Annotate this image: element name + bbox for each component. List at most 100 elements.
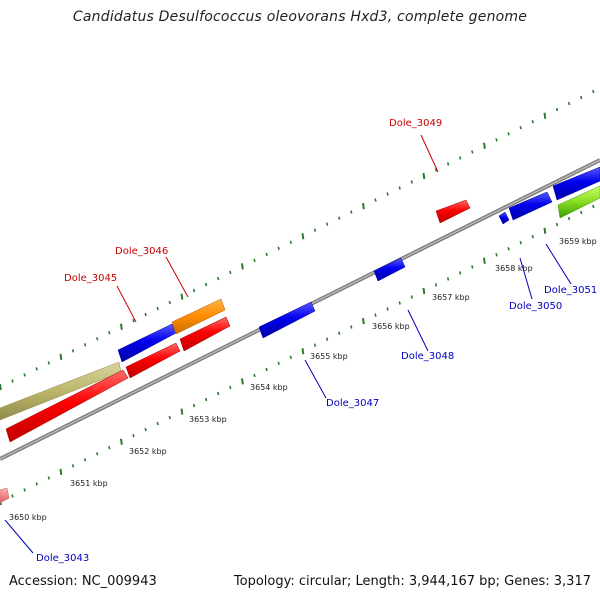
gene-dole-3047[interactable]: [258, 301, 316, 339]
forward-minor-tick: [35, 367, 38, 371]
reverse-minor-tick: [507, 247, 510, 251]
forward-minor-tick: [567, 101, 571, 106]
forward-minor-tick: [350, 210, 353, 214]
forward-minor-tick: [71, 349, 75, 353]
reverse-minor-tick: [471, 265, 474, 269]
label-dole-3046[interactable]: Dole_3046: [115, 246, 168, 257]
reverse-minor-tick: [144, 427, 147, 432]
reverse-minor-tick: [229, 385, 232, 390]
leader-dole-3047: [304, 359, 327, 399]
reverse-minor-tick: [519, 240, 522, 245]
tick-label-3653: 3653 kbp: [189, 415, 227, 424]
gene-red-forward-3[interactable]: [179, 316, 231, 352]
gene-dole-3050[interactable]: [498, 211, 510, 225]
forward-minor-tick: [519, 125, 522, 130]
forward-minor-tick: [471, 150, 474, 154]
label-dole-3048[interactable]: Dole_3048: [401, 351, 454, 362]
label-dole-3045[interactable]: Dole_3045: [64, 273, 117, 284]
gene-red-forward-1[interactable]: [5, 369, 129, 443]
forward-major-tick: [422, 172, 426, 180]
reverse-minor-tick: [35, 482, 38, 486]
leader-dole-3050: [519, 257, 533, 300]
reverse-minor-tick: [83, 458, 87, 462]
reverse-minor-tick: [350, 325, 353, 329]
forward-minor-tick: [168, 300, 171, 305]
forward-major-tick: [59, 353, 63, 361]
reverse-minor-tick: [47, 476, 50, 480]
reverse-minor-tick: [410, 295, 413, 299]
forward-major-tick: [120, 323, 123, 330]
forward-minor-tick: [555, 107, 559, 112]
reverse-major-tick: [241, 378, 244, 385]
reverse-minor-tick: [71, 464, 75, 468]
genome-summary: Topology: circular; Length: 3,944,167 bp…: [233, 574, 591, 589]
gene-dole-3048[interactable]: [373, 257, 406, 282]
tick-label-3652: 3652 kbp: [129, 447, 167, 456]
reverse-tick-row: [0, 204, 595, 506]
forward-minor-tick: [289, 240, 292, 245]
reverse-major-tick: [120, 438, 123, 445]
label-dole-3047[interactable]: Dole_3047: [326, 398, 379, 409]
gene-red-forward-2[interactable]: [125, 342, 181, 379]
reverse-minor-tick: [168, 415, 171, 420]
forward-major-tick: [483, 142, 486, 149]
reverse-minor-tick: [253, 373, 256, 378]
reverse-major-tick: [483, 257, 486, 264]
tick-label-3657: 3657 kbp: [432, 293, 470, 302]
reverse-minor-tick: [265, 367, 268, 372]
forward-minor-tick: [204, 282, 208, 287]
tick-label-3659: 3659 kbp: [559, 237, 597, 246]
reverse-minor-tick: [156, 421, 159, 426]
reverse-minor-tick: [434, 283, 438, 287]
leader-dole-3048: [407, 309, 429, 352]
reverse-minor-tick: [277, 361, 280, 366]
leader-dole-3046: [165, 256, 189, 298]
label-dole-3051[interactable]: Dole_3051: [544, 285, 597, 296]
forward-minor-tick: [325, 222, 329, 226]
forward-minor-tick: [192, 288, 196, 293]
label-dole-3050[interactable]: Dole_3050: [509, 301, 562, 312]
reverse-major-tick: [59, 468, 63, 476]
forward-major-tick: [301, 233, 305, 240]
tick-label-3654: 3654 kbp: [250, 383, 288, 392]
forward-minor-tick: [374, 198, 377, 202]
gene-dole-3051[interactable]: [557, 185, 600, 219]
forward-minor-tick: [398, 186, 401, 190]
label-dole-3043[interactable]: Dole_3043: [36, 553, 89, 564]
forward-minor-tick: [156, 306, 159, 311]
gene-dole-3043[interactable]: [0, 487, 10, 504]
reverse-minor-tick: [313, 343, 317, 347]
tick-label-3651: 3651 kbp: [70, 479, 108, 488]
reverse-minor-tick: [217, 391, 220, 396]
forward-minor-tick: [229, 270, 232, 275]
forward-minor-tick: [265, 252, 268, 257]
forward-major-tick: [362, 202, 365, 210]
gene-dole-3049[interactable]: [435, 199, 471, 224]
reverse-major-tick: [422, 287, 426, 295]
reverse-major-tick: [301, 348, 305, 355]
reverse-minor-tick: [398, 301, 401, 305]
forward-minor-tick: [132, 318, 135, 323]
reverse-minor-tick: [386, 307, 389, 311]
forward-minor-tick: [83, 343, 87, 347]
gene-blue-reverse-2[interactable]: [508, 191, 553, 221]
gene-orange[interactable]: [171, 298, 226, 335]
leader-dole-3045: [116, 285, 137, 323]
forward-major-tick: [0, 383, 2, 391]
reverse-minor-tick: [108, 445, 111, 450]
label-dole-3049[interactable]: Dole_3049: [389, 118, 442, 129]
reverse-minor-tick: [204, 397, 208, 402]
forward-minor-tick: [313, 228, 317, 232]
leader-dole-3049: [420, 134, 439, 173]
forward-minor-tick: [531, 119, 534, 124]
reverse-minor-tick: [495, 253, 498, 257]
gene-blue-reverse-3[interactable]: [552, 166, 600, 201]
reverse-major-tick: [180, 408, 184, 415]
forward-minor-tick: [410, 180, 413, 184]
reverse-minor-tick: [23, 488, 26, 492]
forward-minor-tick: [144, 312, 147, 317]
reverse-minor-tick: [338, 331, 341, 335]
tick-label-3650: 3650 kbp: [9, 513, 47, 522]
forward-minor-tick: [459, 156, 462, 160]
